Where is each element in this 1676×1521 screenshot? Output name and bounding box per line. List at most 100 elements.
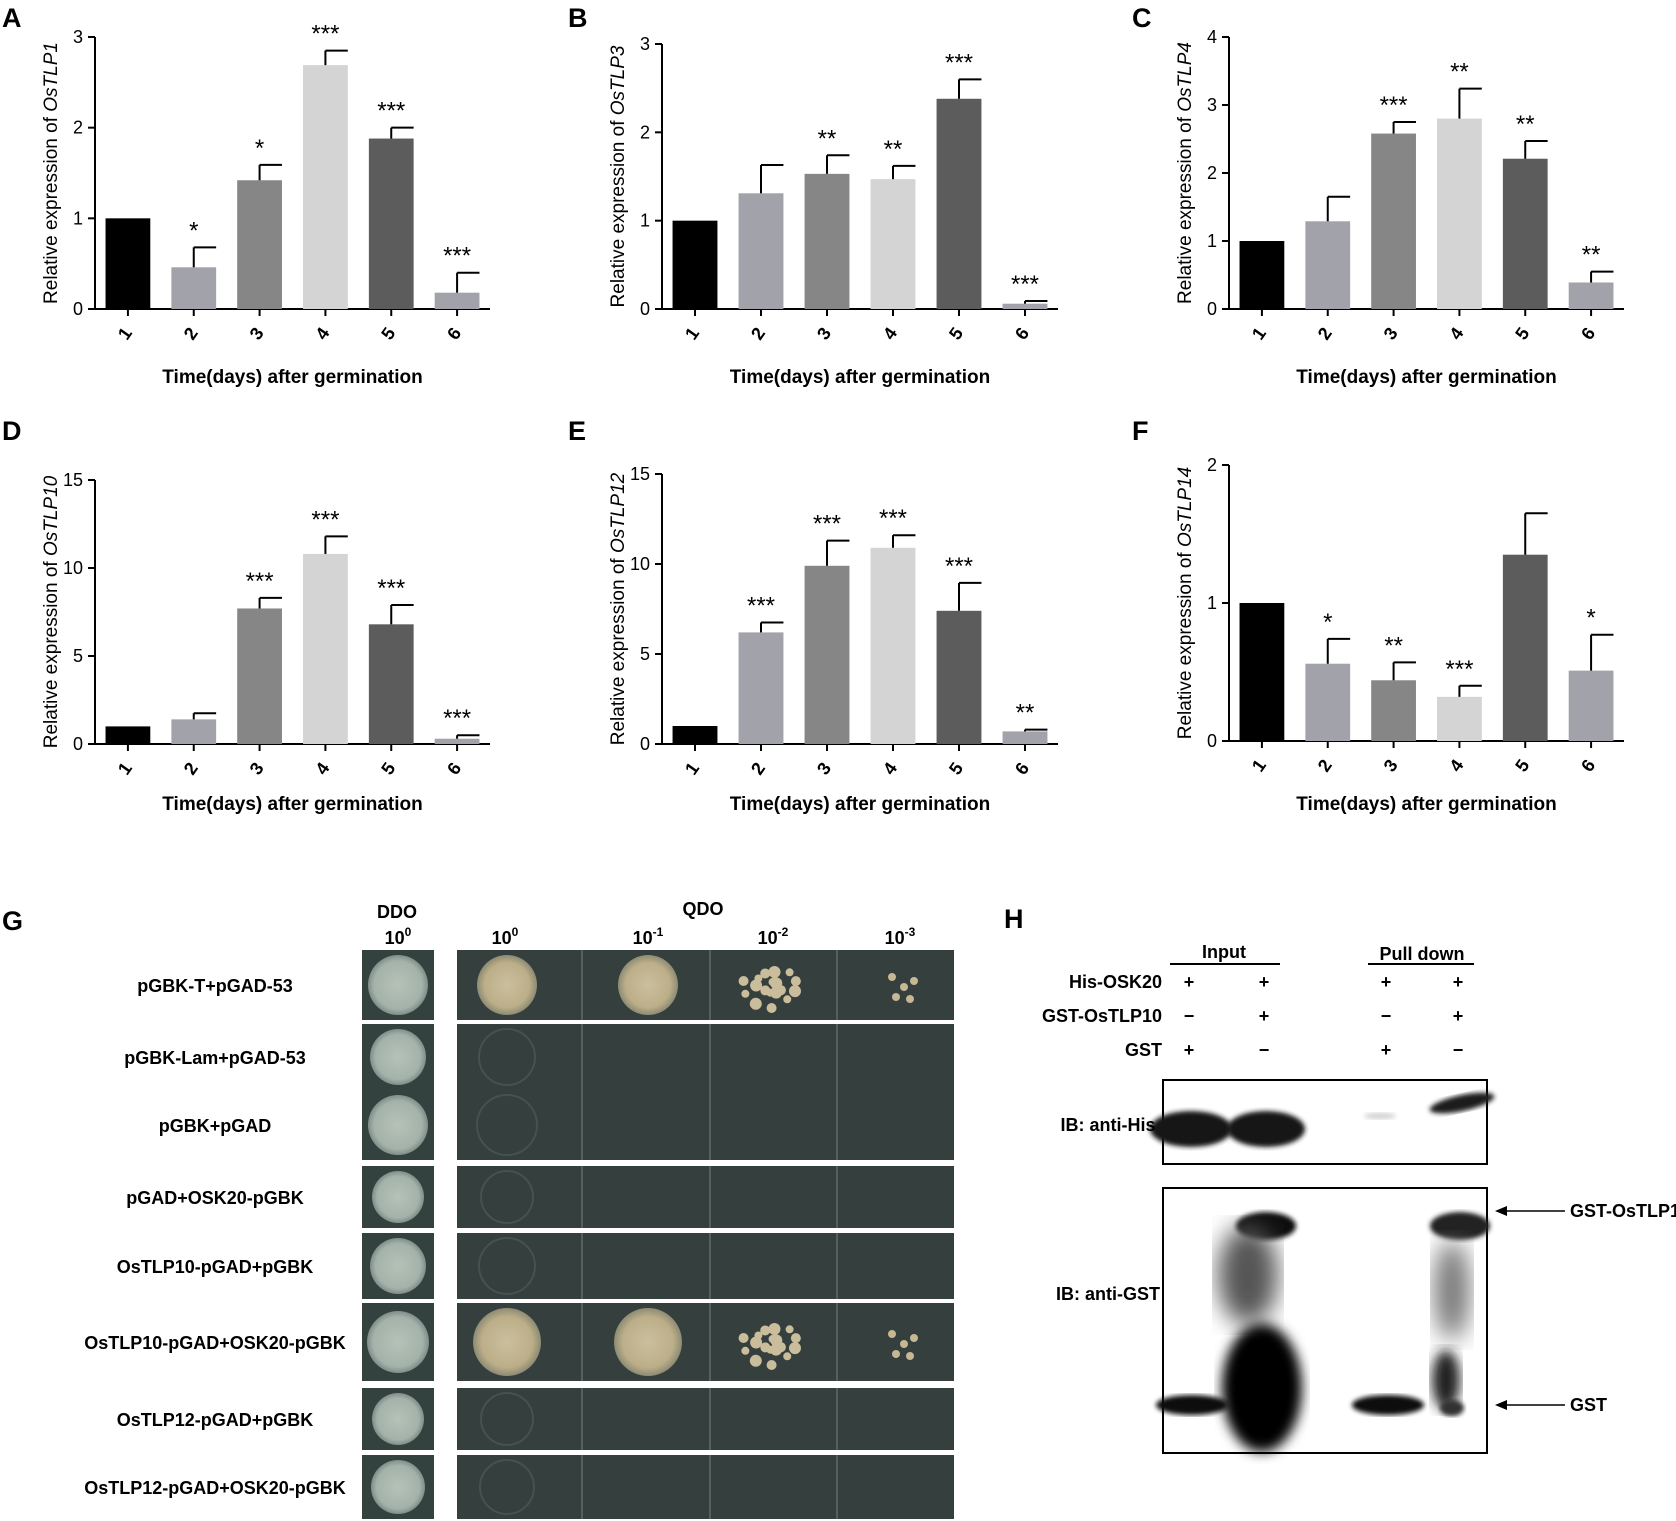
x-axis-title: Time(days) after germination bbox=[162, 794, 422, 815]
significance-mark: ** bbox=[1384, 632, 1403, 659]
x-tick-label: 2 bbox=[1314, 756, 1336, 776]
bar bbox=[1437, 696, 1482, 741]
dilution-exponent: -2 bbox=[778, 925, 789, 939]
small-colony bbox=[768, 1335, 777, 1344]
y-axis-title-gene: OsTLP3 bbox=[608, 45, 629, 115]
y-axis-title-gene: OsTLP1 bbox=[41, 42, 62, 112]
small-colony bbox=[750, 979, 763, 992]
small-colony bbox=[768, 966, 781, 979]
significance-mark: ** bbox=[818, 125, 837, 152]
y-axis-title-prefix: Relative expression of bbox=[608, 115, 629, 307]
bar bbox=[105, 218, 151, 309]
small-colony bbox=[790, 1333, 801, 1344]
y-axis-title-prefix: Relative expression of bbox=[1175, 112, 1196, 304]
significance-mark: * bbox=[189, 217, 198, 244]
x-tick-label: 3 bbox=[1380, 756, 1402, 776]
blot-band bbox=[1227, 1111, 1305, 1147]
condition-mark: + bbox=[1453, 972, 1464, 992]
small-colony bbox=[892, 993, 900, 1001]
blot-his-label: IB: anti-His bbox=[1060, 1115, 1155, 1135]
significance-mark: ** bbox=[1016, 700, 1035, 727]
arrow-label-gst-ostlp10: GST-OsTLP10 bbox=[1570, 1201, 1676, 1221]
bar bbox=[368, 138, 414, 309]
faint-spot bbox=[478, 1028, 536, 1086]
small-colony bbox=[749, 1354, 762, 1367]
qdo-plate bbox=[457, 1388, 954, 1450]
bar bbox=[672, 220, 718, 309]
y-tick-label: 4 bbox=[1207, 27, 1217, 47]
x-tick-label: 5 bbox=[1511, 756, 1533, 776]
chart-f: F 0 1 2 Relative expression of OsTLP14 1 * 2 ** 3… bbox=[1132, 416, 1624, 815]
qdo-plate bbox=[457, 1090, 954, 1160]
condition-mark: + bbox=[1381, 1040, 1392, 1060]
x-tick-label: 6 bbox=[443, 324, 465, 344]
x-tick-label: 1 bbox=[114, 759, 136, 779]
small-colony bbox=[906, 995, 914, 1003]
condition-mark: + bbox=[1259, 972, 1270, 992]
dilution-label: 10-3 bbox=[885, 925, 916, 948]
construct-label: pGBK+pGAD bbox=[159, 1116, 272, 1136]
x-tick-label: 1 bbox=[1248, 756, 1270, 776]
x-tick-label: 4 bbox=[879, 759, 901, 779]
panel-letter-g: G bbox=[2, 906, 23, 936]
faint-spot bbox=[480, 1392, 534, 1446]
dilution-base: 10 bbox=[385, 928, 405, 948]
dilution-base: 10 bbox=[492, 928, 512, 948]
ddo-colony bbox=[372, 1171, 424, 1223]
bar bbox=[1239, 603, 1285, 741]
significance-mark: *** bbox=[813, 511, 841, 538]
bar bbox=[1002, 303, 1048, 309]
significance-mark: ** bbox=[1450, 59, 1469, 86]
panel-letter-b: B bbox=[568, 3, 588, 33]
x-axis-title: Time(days) after germination bbox=[162, 367, 422, 388]
small-colony bbox=[788, 985, 801, 998]
significance-mark: *** bbox=[443, 243, 471, 270]
small-colony bbox=[760, 1325, 771, 1336]
blot-band bbox=[1352, 1395, 1424, 1415]
y-axis-title-gene: OsTLP14 bbox=[1175, 467, 1196, 547]
faint-spot bbox=[480, 1170, 534, 1224]
bar bbox=[434, 292, 480, 309]
small-colony bbox=[910, 1334, 918, 1342]
bar bbox=[672, 726, 718, 744]
ddo-colony bbox=[371, 1460, 425, 1514]
spot-row: OsTLP10-pGAD+pGBK bbox=[117, 1233, 954, 1299]
blot-smear bbox=[1434, 1240, 1470, 1340]
x-tick-label: 4 bbox=[311, 759, 333, 779]
significance-mark: *** bbox=[747, 593, 775, 620]
blot-smear bbox=[1218, 1225, 1278, 1325]
y-tick-label: 10 bbox=[63, 558, 83, 578]
blot-smear bbox=[1432, 1350, 1460, 1410]
x-tick-label: 1 bbox=[114, 324, 136, 344]
significance-mark: *** bbox=[443, 705, 471, 732]
qdo-colony bbox=[618, 955, 678, 1015]
x-tick-label: 2 bbox=[1314, 324, 1336, 344]
condition-mark: + bbox=[1259, 1006, 1270, 1026]
small-colony bbox=[790, 976, 801, 987]
small-colony bbox=[888, 973, 896, 981]
condition-mark: + bbox=[1453, 1006, 1464, 1026]
qdo-header: QDO bbox=[682, 899, 723, 919]
x-tick-label: 4 bbox=[311, 324, 333, 344]
spot-row: OsTLP12-pGAD+pGBK bbox=[117, 1388, 954, 1450]
significance-mark: *** bbox=[246, 568, 274, 595]
x-tick-label: 6 bbox=[1577, 324, 1599, 344]
significance-mark: * bbox=[255, 135, 264, 162]
dilution-label: 100 bbox=[492, 925, 519, 948]
panel-letter-a: A bbox=[2, 3, 22, 33]
small-colony bbox=[741, 1346, 750, 1355]
y-tick-label: 0 bbox=[1207, 731, 1217, 751]
condition-label: GST bbox=[1125, 1040, 1162, 1060]
dilution-base: 10 bbox=[758, 928, 778, 948]
small-colony bbox=[888, 1330, 896, 1338]
faint-spot bbox=[479, 1459, 535, 1515]
significance-mark: *** bbox=[1445, 656, 1473, 683]
bar bbox=[936, 98, 982, 310]
condition-mark: − bbox=[1184, 1006, 1195, 1026]
blot-band bbox=[1156, 1395, 1228, 1415]
y-tick-label: 15 bbox=[630, 464, 650, 484]
dilution-base: 10 bbox=[633, 928, 653, 948]
